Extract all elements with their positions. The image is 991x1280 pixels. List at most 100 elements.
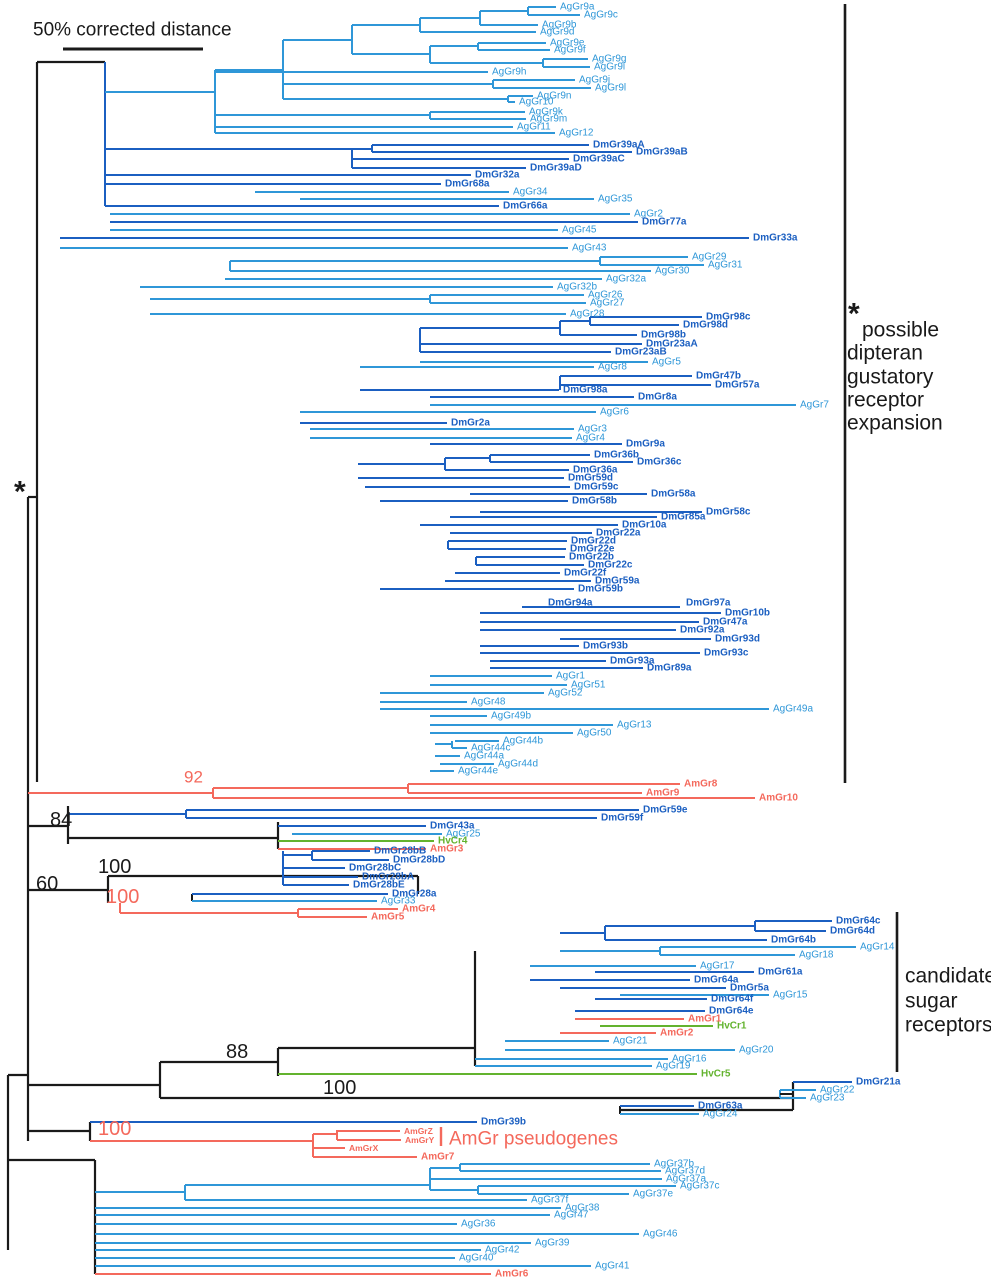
taxon-label: AgGr37b (654, 1159, 694, 1170)
taxon-label: AgGr1 (556, 671, 585, 682)
annotation-text: sugar (905, 990, 958, 1013)
taxon-label: DmGr93c (704, 648, 749, 659)
taxon-label: AmGr10 (759, 793, 798, 804)
bootstrap-value: 88 (226, 1041, 248, 1063)
taxon-label: DmGr98a (563, 385, 608, 396)
taxon-label: AgGr43 (572, 243, 607, 254)
taxon-label: AmGr7 (421, 1152, 455, 1163)
taxon-label: DmGr10a (622, 520, 667, 531)
taxon-label: AgGr7 (800, 400, 829, 411)
taxon-label: DmGr32a (475, 170, 520, 181)
taxon-label: DmGr43a (430, 821, 475, 832)
taxon-label: DmGr47b (696, 371, 741, 382)
taxon-label: DmGr39aB (636, 147, 688, 158)
annotation-text: receptor (847, 389, 924, 412)
taxon-label: DmGr93d (715, 634, 760, 645)
taxon-label: DmGr59c (574, 482, 619, 493)
taxon-label: AgGr37c (680, 1181, 719, 1192)
taxon-label: AgGr22 (820, 1085, 855, 1096)
taxon-label: DmGr59d (568, 473, 613, 484)
taxon-label: AgGr9i (594, 62, 625, 73)
taxon-label: DmGr64c (836, 916, 881, 927)
taxon-label: DmGr22e (570, 544, 615, 555)
taxon-label: AgGr10 (519, 97, 554, 108)
taxon-label: AmGr1 (688, 1014, 722, 1025)
taxon-label: AmGr9 (646, 788, 680, 799)
taxon-label: DmGr23aA (646, 339, 698, 350)
bootstrap-values: 92 84 100 60 100 88 100 100 (36, 768, 356, 1141)
taxon-label: DmGr58c (706, 507, 751, 518)
annotation-text: receptors (905, 1014, 991, 1037)
taxon-label: AgGr6 (600, 407, 629, 418)
taxon-label: AgGr39 (535, 1238, 570, 1249)
taxon-label: DmGr28bA (362, 872, 414, 883)
taxon-label: AgGr9h (492, 67, 526, 78)
bootstrap-value: 100 (98, 856, 131, 878)
taxon-label: AgGr37e (633, 1189, 673, 1200)
taxon-label: DmGr28bB (374, 846, 426, 857)
tree-branches (6, 4, 899, 1275)
bootstrap-value: 100 (106, 886, 139, 908)
taxon-label: AgGr38 (565, 1203, 600, 1214)
taxon-label: AgGr24 (703, 1109, 738, 1120)
taxon-label: DmGr39aA (593, 140, 645, 151)
taxon-label: AgGr25 (446, 829, 481, 840)
taxon-label: DmGr36a (573, 465, 618, 476)
taxon-label: DmGr28bE (353, 880, 405, 891)
taxon-label: DmGr64b (771, 935, 816, 946)
taxon-label: DmGr28a (392, 889, 437, 900)
taxon-label: DmGr58b (572, 496, 617, 507)
taxon-label: DmGr92a (680, 625, 725, 636)
taxon-label: AgGr15 (773, 990, 808, 1001)
taxon-label: AgGr49b (491, 711, 531, 722)
taxon-label: AmGr2 (660, 1028, 694, 1039)
taxon-label: AgGr51 (571, 680, 606, 691)
bootstrap-value: 84 (50, 809, 72, 831)
taxon-label: DmGr64a (694, 975, 739, 986)
taxon-label: AmGr8 (684, 779, 718, 790)
annotation-text: possible (862, 319, 939, 342)
taxon-label: AgGr20 (739, 1045, 774, 1056)
taxon-label: DmGr77a (642, 217, 687, 228)
taxon-label: AgGr44e (458, 766, 498, 777)
taxon-label: HvCr1 (717, 1021, 747, 1032)
taxon-label: DmGr61a (758, 967, 803, 978)
taxon-label: AgGr13 (617, 720, 652, 731)
bootstrap-value: 60 (36, 873, 58, 895)
bootstrap-value: 92 (184, 768, 203, 787)
bootstrap-value: 100 (323, 1077, 356, 1099)
taxon-label: DmGr57a (715, 380, 760, 391)
taxon-label: AgGr9e (550, 38, 585, 49)
taxon-label: DmGr22f (564, 568, 607, 579)
taxon-label: DmGr93b (583, 641, 628, 652)
taxon-label: AgGr33 (381, 896, 416, 907)
taxon-label: AgGr47 (554, 1210, 589, 1221)
taxon-label: AgGr48 (471, 697, 506, 708)
taxon-label: AgGr19 (656, 1061, 691, 1072)
taxon-label: DmGr22a (596, 528, 641, 539)
taxon-label: DmGr47a (703, 617, 748, 628)
annotation-text: expansion (847, 412, 943, 435)
taxon-label: AgGr44b (503, 736, 543, 747)
taxon-label: AgGr37f (531, 1195, 568, 1206)
taxon-label: DmGr59b (578, 584, 623, 595)
taxon-label: AgGr37a (666, 1174, 706, 1185)
taxon-label: AgGr9d (540, 27, 574, 38)
annotation-text: AmGr pseudogenes (449, 1129, 618, 1150)
taxon-label: AgGr9n (537, 91, 571, 102)
annotation-text: 50% corrected distance (33, 20, 232, 41)
taxon-label: AgGr44d (498, 759, 538, 770)
taxon-label: DmGr5a (730, 983, 769, 994)
taxon-label: AgGr49a (773, 704, 813, 715)
taxon-label: AgGr40 (459, 1253, 494, 1264)
taxon-label: AmGrY (405, 1135, 435, 1145)
taxon-label: AgGr30 (655, 266, 690, 277)
taxon-label: AgGr9a (560, 2, 595, 13)
taxon-label: AgGr3 (578, 424, 607, 435)
taxon-label: AgGr9k (529, 107, 564, 118)
taxon-label: AgGr28 (570, 309, 605, 320)
taxon-label: DmGr58a (651, 489, 696, 500)
taxon-label: AgGr42 (485, 1245, 520, 1256)
